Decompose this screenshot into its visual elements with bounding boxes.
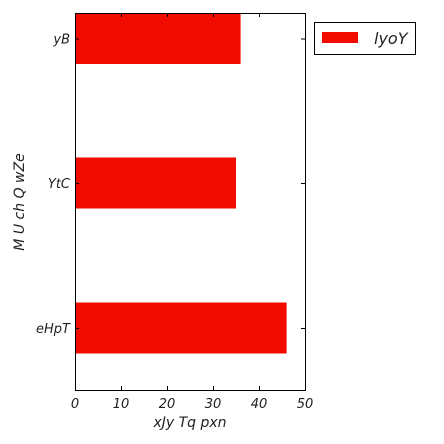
ticks-layer (75, 13, 306, 390)
bar-1 (75, 157, 236, 209)
x-tick-label-4: 40 (251, 397, 268, 412)
bar-0 (75, 13, 241, 64)
y-tick-label-2: eHpT (36, 322, 71, 337)
x-tick-label-2: 20 (159, 397, 176, 412)
x-tick-label-0: 0 (71, 397, 79, 412)
bars-layer (75, 13, 287, 354)
x-axis-label: xJy Tq pxn (152, 415, 226, 431)
bar-2 (75, 302, 287, 354)
plot-frame (75, 13, 306, 391)
y-axis-label: M U ch Q wZe (12, 153, 28, 250)
legend-label: lyoY (374, 29, 409, 48)
legend: lyoY (314, 22, 416, 55)
legend-swatch (322, 32, 358, 43)
x-tick-label-3: 30 (205, 397, 222, 412)
y-tick-label-1: YtC (48, 177, 71, 192)
x-tick-label-1: 10 (113, 397, 130, 412)
y-tick-label-0: yB (52, 33, 70, 48)
labels-layer: yB YtC eHpT 0 10 20 30 40 50 (36, 33, 313, 413)
x-tick-label-5: 50 (297, 397, 314, 412)
